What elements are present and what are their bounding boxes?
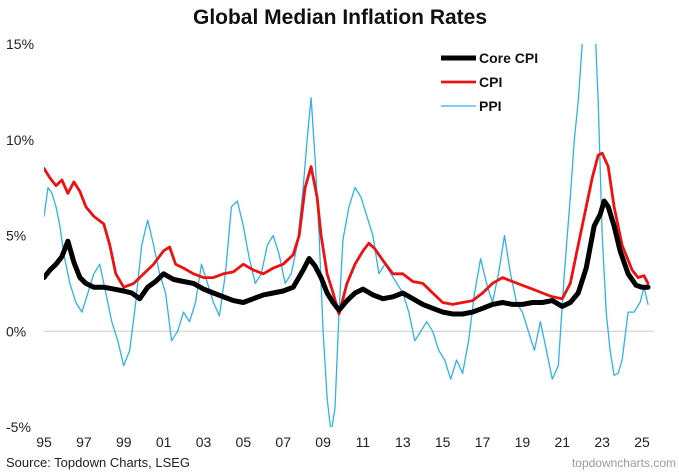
y-tick-label: 15% xyxy=(6,36,34,52)
x-tick-label: 99 xyxy=(116,434,132,450)
chart-title: Global Median Inflation Rates xyxy=(193,6,487,29)
y-tick-label: 0% xyxy=(6,323,26,339)
x-tick-label: 19 xyxy=(515,434,531,450)
x-tick-label: 15 xyxy=(435,434,451,450)
x-tick-label: 13 xyxy=(395,434,411,450)
x-tick-label: 07 xyxy=(275,434,291,450)
legend: Core CPI CPI PPI xyxy=(441,50,538,114)
x-tick-label: 11 xyxy=(356,434,371,450)
series-group xyxy=(44,44,651,427)
series-line-cpi xyxy=(44,151,650,316)
watermark: topdowncharts.com xyxy=(572,456,676,470)
x-tick-label: 09 xyxy=(315,434,331,450)
x-tick-label: 01 xyxy=(156,434,172,450)
source-note: Source: Topdown Charts, LSEG xyxy=(6,455,190,470)
x-tick-label: 17 xyxy=(475,434,491,450)
legend-label: Core CPI xyxy=(479,50,538,66)
y-tick-label: 5% xyxy=(6,228,26,244)
y-tick-label: 10% xyxy=(6,132,34,148)
series-line-ppi xyxy=(44,44,649,427)
y-axis: -5% 0% 5% 10% 15% xyxy=(6,36,34,435)
legend-label: PPI xyxy=(479,98,502,114)
x-tick-label: 95 xyxy=(36,434,52,450)
x-tick-label: 97 xyxy=(76,434,92,450)
x-axis: 95 97 99 01 03 05 07 09 11 13 15 17 19 21 23 25 xyxy=(36,434,650,450)
x-tick-label: 21 xyxy=(555,434,571,450)
y-tick-label: -5% xyxy=(6,419,31,435)
x-tick-label: 25 xyxy=(634,434,650,450)
legend-label: CPI xyxy=(479,74,502,90)
x-tick-label: 05 xyxy=(236,434,252,450)
x-tick-label: 03 xyxy=(196,434,212,450)
series-line-core-cpi xyxy=(44,198,651,317)
x-tick-label: 23 xyxy=(594,434,610,450)
